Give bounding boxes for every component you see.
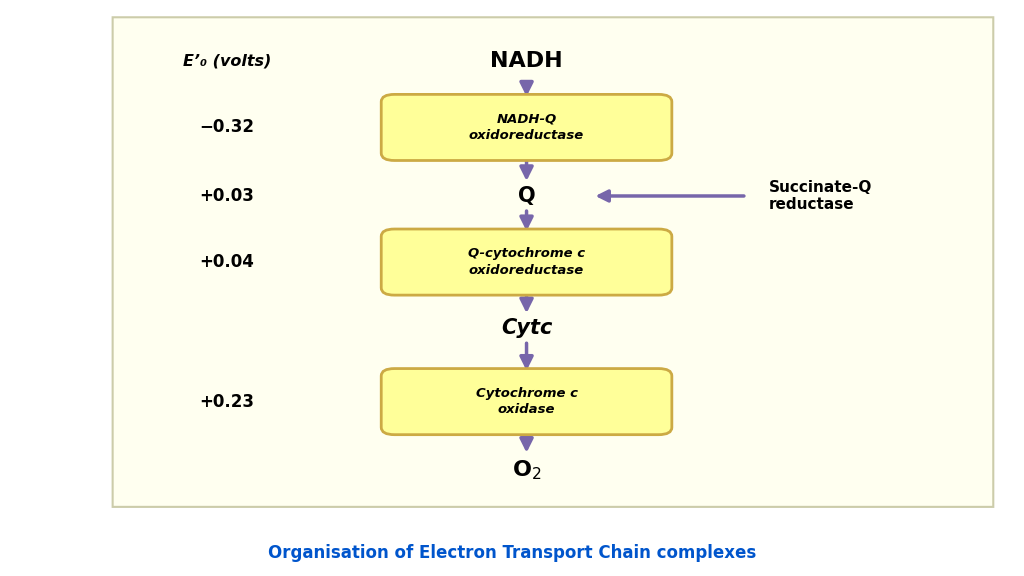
Text: Q-cytochrome c
oxidoreductase: Q-cytochrome c oxidoreductase	[468, 247, 585, 277]
Text: Q: Q	[518, 186, 536, 206]
FancyBboxPatch shape	[113, 17, 993, 507]
Text: Succinate-Q
reductase: Succinate-Q reductase	[769, 180, 872, 212]
Text: Cytochrome c
oxidase: Cytochrome c oxidase	[475, 387, 578, 416]
Text: NADH-Q
oxidoreductase: NADH-Q oxidoreductase	[469, 113, 584, 142]
Text: Organisation of Electron Transport Chain complexes: Organisation of Electron Transport Chain…	[268, 544, 756, 562]
Text: E’₀ (volts): E’₀ (volts)	[183, 54, 271, 69]
Text: −0.32: −0.32	[200, 119, 255, 137]
Text: +0.04: +0.04	[200, 253, 255, 271]
FancyBboxPatch shape	[381, 94, 672, 161]
Text: +0.23: +0.23	[200, 393, 255, 411]
FancyBboxPatch shape	[381, 369, 672, 435]
Text: NADH: NADH	[490, 51, 563, 71]
Text: +0.03: +0.03	[200, 187, 255, 205]
Text: Cytc: Cytc	[501, 318, 552, 338]
Text: O$_2$: O$_2$	[512, 458, 542, 482]
FancyBboxPatch shape	[381, 229, 672, 295]
